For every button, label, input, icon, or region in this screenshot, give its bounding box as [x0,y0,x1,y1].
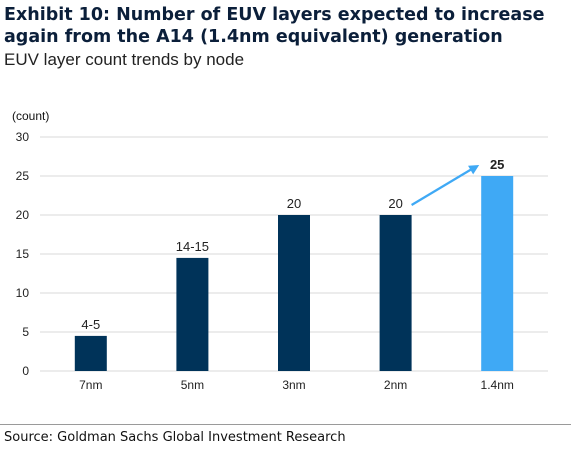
bar [481,176,514,371]
x-tick-label: 1.4nm [481,378,514,392]
bar [379,215,412,371]
data-label: 25 [490,157,504,172]
bar [176,257,209,371]
footer-divider [0,424,571,425]
data-label: 20 [287,196,301,211]
data-label: 4-5 [81,317,100,332]
trend-arrow [411,165,480,206]
x-tick-label: 7nm [79,378,102,392]
bar [278,215,310,371]
y-tick-label: 30 [16,130,30,144]
data-label: 20 [388,196,402,211]
arrow-head [468,165,480,175]
x-tick-label: 3nm [282,378,305,392]
arrow-shaft [411,166,476,206]
data-label: 14-15 [176,239,209,254]
source-note: Source: Goldman Sachs Global Investment … [4,430,346,445]
x-tick-label: 2nm [384,378,407,392]
chart-subtitle: EUV layer count trends by node [4,50,245,69]
y-tick-label: 15 [16,247,30,261]
y-tick-label: 5 [22,325,29,339]
x-axis-ticks: 7nm 5nm 3nm 2nm 1.4nm [79,378,514,392]
bars [74,176,514,371]
y-tick-label: 0 [22,364,29,378]
bar-chart: (count) 0 5 10 15 20 25 30 4-5 14-15 20 20 25 7nm 5… [12,109,548,392]
y-axis-ticks: 0 5 10 15 20 25 30 [16,130,30,378]
y-tick-label: 25 [16,169,30,183]
y-unit-label: (count) [12,109,49,123]
y-tick-label: 10 [16,286,30,300]
data-labels: 4-5 14-15 20 20 25 [81,157,504,332]
x-tick-label: 5nm [181,378,204,392]
bar [74,335,107,371]
chart-title: Exhibit 10: Number of EUV layers expecte… [4,5,545,47]
y-tick-label: 20 [16,208,30,222]
